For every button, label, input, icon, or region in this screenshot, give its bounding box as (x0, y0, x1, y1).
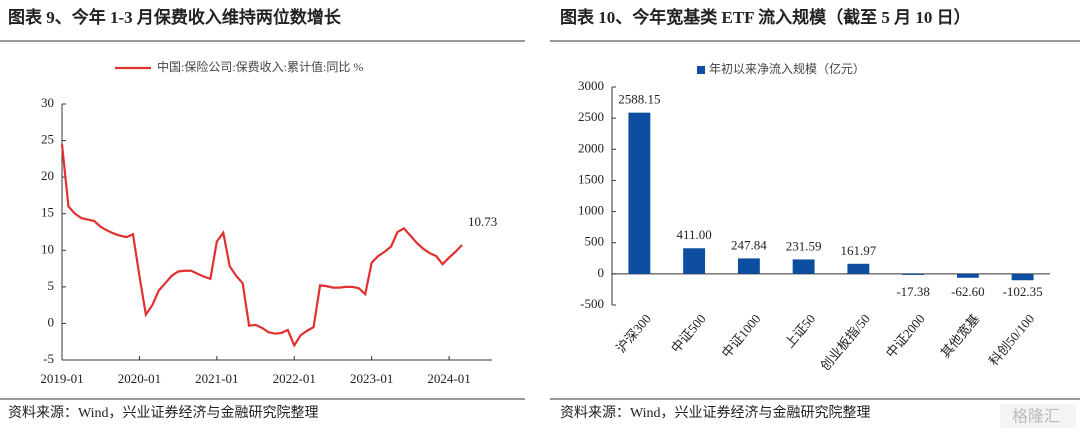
watermark: 格隆汇 (1012, 407, 1060, 426)
y-tick-label: 25 (41, 132, 54, 147)
source: 资料来源：Wind，兴业证券经济与金融研究院整理 (560, 405, 871, 421)
y-tick-label: 15 (41, 205, 54, 220)
x-tick-label: 2022-01 (273, 371, 316, 386)
data-label: 2588.15 (618, 92, 660, 107)
chart-title: 图表 9、今年 1-3 月保费收入维持两位数增长 (8, 7, 342, 27)
x-tick-label: 其他宽基 (938, 311, 983, 360)
x-tick-label: 科创50/100 (986, 311, 1037, 368)
legend-label: 中国:保险公司:保费收入:累计值:同比 % (157, 59, 363, 74)
x-tick-label: 沪深300 (613, 311, 654, 356)
bar (902, 273, 925, 275)
data-label: 411.00 (676, 227, 711, 242)
x-tick-label: 2021-01 (195, 371, 238, 386)
y-tick-label: 3000 (578, 78, 604, 93)
x-tick-label: 2024-01 (427, 371, 470, 386)
y-tick-label: 2500 (578, 109, 604, 124)
y-tick-label: 30 (41, 95, 54, 110)
x-tick-label: 中证500 (668, 311, 709, 356)
chart-title: 图表 10、今年宽基类 ETF 流入规模（截至 5 月 10 日） (560, 7, 971, 27)
series-line (60, 144, 463, 348)
x-tick-label: 上证50 (782, 311, 819, 351)
y-tick-label: 5 (48, 278, 55, 293)
x-tick-label: 中证2000 (883, 311, 928, 360)
watermark-box (1000, 404, 1076, 428)
y-tick-label: -500 (580, 296, 604, 311)
x-tick-label: 2023-01 (350, 371, 393, 386)
data-label: 247.84 (731, 237, 767, 252)
y-tick-label: 1500 (578, 171, 604, 186)
y-tick-label: 1000 (578, 203, 604, 218)
source: 资料来源：Wind，兴业证券经济与金融研究院整理 (8, 405, 319, 421)
bar (1011, 273, 1034, 281)
bar (628, 112, 651, 274)
y-tick-label: 10 (41, 241, 54, 256)
data-label: -62.60 (951, 284, 985, 299)
y-tick-label: 0 (48, 314, 55, 329)
data-label: 10.73 (468, 214, 497, 229)
bar (683, 248, 706, 274)
data-label: 231.59 (786, 238, 822, 253)
data-label: 161.97 (841, 243, 877, 258)
bar (737, 258, 760, 274)
legend-swatch (697, 66, 705, 74)
legend-label: 年初以来净流入规模（亿元） (709, 61, 865, 76)
y-tick-label: 0 (598, 265, 605, 280)
x-tick-label: 中证1000 (719, 311, 764, 360)
bar (792, 259, 815, 274)
y-tick-label: 20 (41, 168, 54, 183)
x-tick-label: 创业板指/50 (817, 311, 873, 373)
y-tick-label: -5 (43, 351, 54, 366)
data-label: -102.35 (1003, 284, 1043, 299)
bar (847, 263, 870, 274)
bar (956, 273, 979, 278)
x-tick-label: 2020-01 (118, 371, 161, 386)
y-tick-label: 500 (585, 234, 605, 249)
data-label: -17.38 (896, 284, 930, 299)
y-tick-label: 2000 (578, 140, 604, 155)
x-tick-label: 2019-01 (40, 371, 83, 386)
